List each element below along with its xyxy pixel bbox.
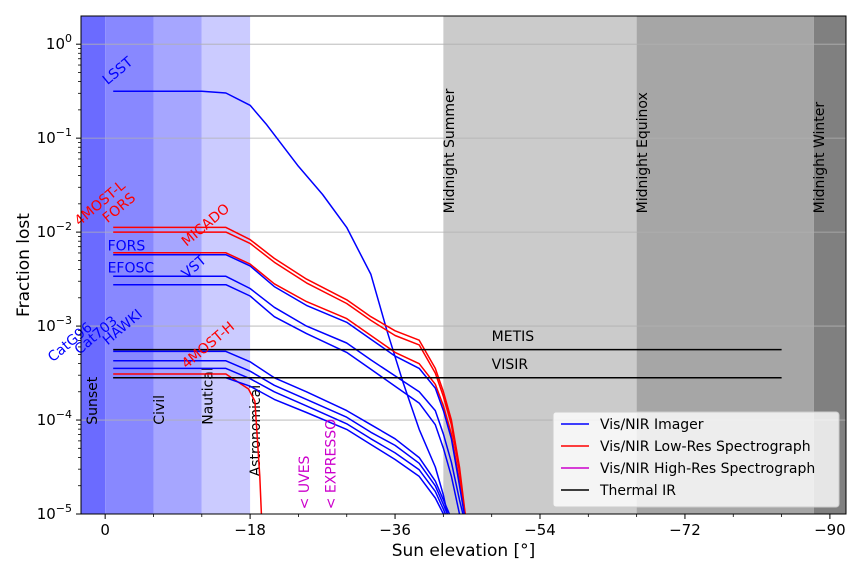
band-label-midnight-summer: Midnight Summer (442, 88, 458, 213)
y-tick-label: 100 (46, 32, 72, 53)
y-tick-label: 10−5 (37, 502, 72, 523)
series-line-fors-low-res (113, 226, 466, 514)
y-tick-label-base: 10 (37, 129, 56, 147)
x-axis-title: Sun elevation [°] (392, 541, 536, 561)
legend: Vis/NIR Imager Vis/NIR Low-Res Spectrogra… (552, 411, 840, 508)
x-tick-label: −54 (524, 521, 556, 539)
x-tick-label: −90 (814, 521, 846, 539)
axis-ticks (76, 43, 831, 519)
y-tick-label-base: 10 (37, 411, 56, 429)
y-axis-title: Fraction lost (14, 213, 34, 317)
nautical-band (153, 16, 202, 514)
marker-uves: < UVES (297, 455, 313, 509)
series-label-fors: FORS (108, 239, 146, 255)
y-tick-label-base: 10 (46, 35, 65, 53)
band-label-midnight-equinox: Midnight Equinox (635, 92, 651, 213)
series-line-catg96-imager (113, 367, 447, 514)
astronomical-band (201, 16, 251, 514)
band-label-astronomical: Astronomical (248, 385, 264, 477)
series-line-hawki-imager (113, 350, 451, 514)
band-label-nautical: Nautical (200, 367, 216, 424)
y-tick-label-base: 10 (37, 317, 56, 335)
sunset-band (81, 16, 106, 514)
y-tick-label: 10−4 (37, 408, 72, 429)
x-tick-label: −18 (234, 521, 266, 539)
twilight-bands (81, 16, 846, 514)
band-label-civil: Civil (152, 395, 168, 425)
legend-label-vis-nir-high-res-spectrograph: Vis/NIR High-Res Spectrograph (600, 461, 815, 477)
civil-band (105, 16, 154, 514)
series-line-efosc-imager (113, 275, 464, 514)
y-tick-label: 10−1 (37, 126, 72, 147)
series-line-fors-imager (113, 253, 466, 514)
y-tick-label-exponent: −4 (56, 408, 72, 421)
series-line-lsst-imager (113, 90, 449, 514)
series-label-metis: METIS (492, 329, 535, 345)
y-tick-label-exponent: −1 (56, 126, 72, 139)
y-tick-label-exponent: 0 (65, 32, 72, 45)
marker-expresso: < EXPRESSO (323, 419, 339, 509)
series-line-cat703-imager (113, 360, 449, 514)
series-line-4most-h-low-res (113, 373, 263, 514)
x-tick-label: −72 (669, 521, 701, 539)
y-tick-label-exponent: −5 (56, 502, 72, 515)
y-tick-label-base: 10 (37, 223, 56, 241)
band-label-midnight-winter: Midnight Winter (812, 102, 828, 214)
high-res-markers: < UVES < EXPRESSO (297, 419, 340, 509)
y-tick-label-base: 10 (37, 505, 56, 523)
series-line-micado-low-res (113, 252, 466, 514)
band-label-sunset: Sunset (85, 376, 101, 425)
series-label-efosc: EFOSC (108, 260, 155, 276)
legend-label-thermal-ir: Thermal IR (599, 483, 676, 499)
y-tick-label-exponent: −2 (56, 220, 72, 233)
series-lines (113, 90, 782, 514)
plot-frame (80, 15, 847, 515)
y-tick-label: 10−2 (37, 220, 72, 241)
legend-label-vis-nir-imager: Vis/NIR Imager (600, 417, 704, 433)
series-line-4most-l-low-res (113, 231, 466, 514)
legend-box (552, 411, 840, 508)
series-line-4most-h-imager (113, 377, 445, 514)
y-tick-label-exponent: −3 (56, 314, 72, 327)
legend-label-vis-nir-low-res-spectrograph: Vis/NIR Low-Res Spectrograph (600, 439, 811, 455)
x-tick-label: 0 (100, 521, 110, 539)
y-tick-label: 10−3 (37, 314, 72, 335)
x-tick-label: −36 (379, 521, 411, 539)
series-label-visir: VISIR (492, 357, 529, 373)
band-labels: Sunset Civil Nautical Astronomical Midnight … (85, 88, 828, 476)
